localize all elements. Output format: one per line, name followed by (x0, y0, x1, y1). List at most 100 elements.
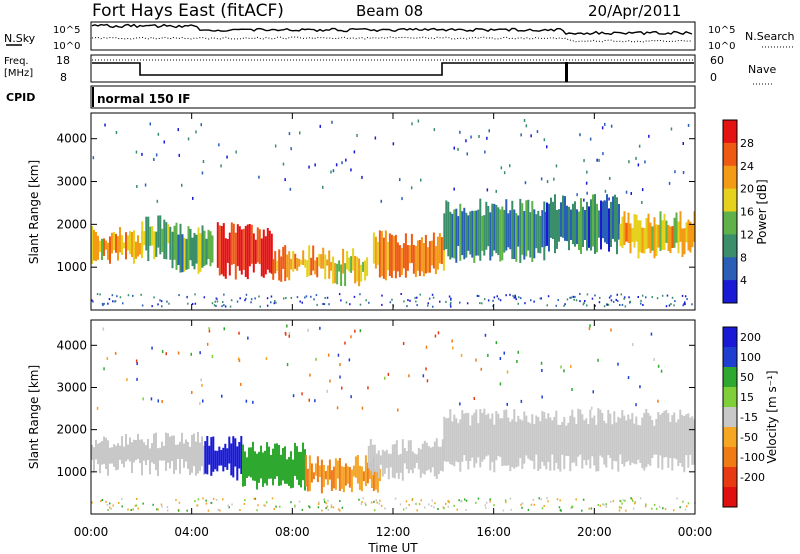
heatmap-cell (656, 297, 659, 300)
colorbar-swatch (723, 280, 737, 304)
frequency-panel-frame (90, 54, 696, 83)
heatmap-cell (584, 210, 586, 240)
heatmap-cell (689, 221, 692, 253)
heatmap-cell (568, 206, 570, 251)
heatmap-cell (623, 211, 626, 245)
heatmap-cell (156, 508, 158, 511)
heatmap-cell (253, 497, 255, 500)
heatmap-cell (220, 450, 223, 466)
heatmap-cell (214, 300, 216, 303)
heatmap-cell (137, 507, 139, 510)
heatmap-cell (327, 353, 330, 357)
heatmap-cell (411, 451, 414, 474)
heatmap-cell (236, 446, 239, 481)
heatmap-cell (121, 498, 123, 500)
heatmap-cell (202, 497, 204, 500)
heatmap-cell (308, 455, 311, 492)
heatmap-cell (402, 342, 405, 345)
heatmap-cell (453, 504, 455, 507)
heatmap-cell (228, 232, 231, 276)
heatmap-cell (106, 504, 109, 506)
heatmap-cell (280, 454, 282, 486)
heatmap-cell (465, 499, 468, 502)
heatmap-cell (594, 194, 596, 254)
heatmap-cell (209, 231, 212, 267)
time-axis-title: Time UT (367, 541, 418, 554)
colorbar-swatch (723, 211, 737, 235)
heatmap-cell (97, 235, 99, 260)
heatmap-cell (489, 500, 491, 503)
heatmap-cell (263, 504, 265, 507)
heatmap-cell (645, 296, 647, 299)
heatmap-cell (175, 498, 177, 501)
heatmap-cell (341, 386, 343, 390)
heatmap-cell (509, 293, 511, 296)
heatmap-cell (437, 331, 440, 335)
heatmap-cell (240, 229, 243, 275)
heatmap-cell (549, 417, 552, 471)
heatmap-cell (330, 470, 333, 491)
heatmap-cell (582, 303, 585, 306)
y-tick-label: 1000 (56, 260, 87, 274)
heatmap-cell (570, 296, 573, 299)
heatmap-cell (389, 301, 392, 304)
heatmap-cell (602, 503, 604, 506)
heatmap-cell (244, 299, 246, 302)
heatmap-cell (92, 300, 94, 303)
heatmap-cell (288, 332, 291, 335)
heatmap-cell (635, 156, 637, 160)
heatmap-cell (463, 207, 466, 260)
heatmap-cell (258, 451, 260, 483)
heatmap-cell (318, 501, 320, 504)
heatmap-cell (666, 294, 669, 297)
heatmap-cell (405, 451, 408, 469)
heatmap-cell (265, 501, 268, 504)
heatmap-cell (202, 160, 205, 163)
heatmap-cell (150, 397, 153, 401)
heatmap-cell (541, 411, 544, 462)
heatmap-cell (679, 506, 681, 509)
heatmap-cell (445, 300, 447, 303)
heatmap-cell (99, 442, 101, 474)
heatmap-cell (213, 304, 216, 307)
heatmap-cell (294, 506, 296, 509)
heatmap-cell (290, 258, 293, 270)
heatmap-cell (402, 243, 405, 269)
heatmap-cell (493, 296, 496, 299)
heatmap-cell (655, 507, 658, 510)
heatmap-cell (527, 422, 530, 459)
heatmap-cell (245, 293, 248, 296)
heatmap-cell (143, 231, 146, 246)
velocity-y-axis-label: Slant Range [km] (27, 365, 41, 469)
heatmap-cell (641, 294, 644, 297)
heatmap-cell (447, 417, 450, 462)
heatmap-cell (168, 302, 170, 305)
colorbar-swatch (723, 327, 737, 348)
heatmap-cell (600, 200, 602, 250)
heatmap-cell (199, 402, 201, 405)
heatmap-cell (290, 147, 292, 151)
heatmap-cell (673, 509, 675, 512)
heatmap-cell (96, 293, 99, 296)
heatmap-cell (312, 245, 315, 271)
heatmap-cell (340, 264, 343, 286)
heatmap-cell (300, 451, 302, 488)
heatmap-cell (442, 506, 445, 509)
heatmap-cell (101, 441, 103, 465)
heatmap-cell (673, 304, 675, 307)
heatmap-cell (408, 374, 410, 378)
heatmap-cell (364, 455, 367, 487)
heatmap-cell (618, 509, 621, 512)
heatmap-cell (393, 444, 396, 479)
power-colorbar-label: Power [dB] (755, 179, 769, 244)
heatmap-cell (360, 502, 363, 505)
heatmap-cell (493, 203, 496, 251)
heatmap-cell (495, 204, 498, 254)
heatmap-cell (185, 238, 188, 270)
heatmap-cell (369, 439, 372, 471)
heatmap-cell (497, 413, 500, 456)
heatmap-cell (175, 222, 178, 270)
colorbar-swatch (723, 467, 737, 488)
heatmap-cell (240, 436, 243, 474)
heatmap-cell (639, 497, 642, 500)
